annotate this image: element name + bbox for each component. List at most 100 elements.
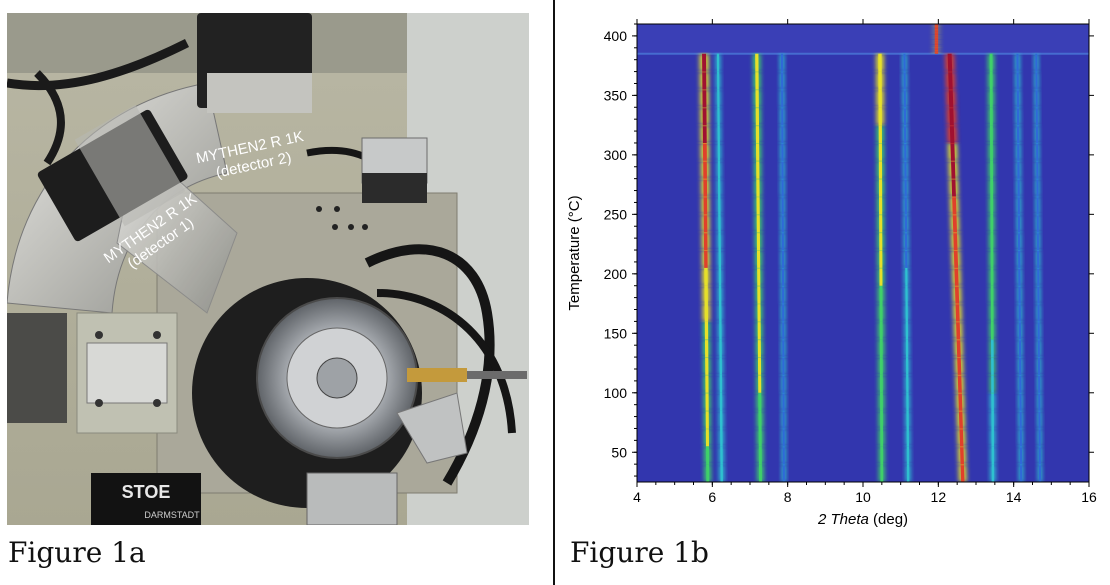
peak-6-core — [957, 357, 962, 375]
peak-10-core — [934, 32, 939, 34]
peak-3-core — [781, 71, 784, 90]
peak-3-core — [781, 267, 785, 286]
peak-9-core — [1035, 125, 1039, 143]
peak-7-core — [991, 339, 994, 358]
peak-7-core — [991, 374, 994, 393]
peak-2-core — [756, 196, 760, 215]
peak-6-core — [960, 464, 965, 482]
peak-7-core — [991, 446, 995, 465]
peak-3-core — [782, 410, 785, 429]
peak-7-core — [989, 107, 993, 126]
peak-8-core — [1018, 250, 1021, 268]
peak-6-core — [957, 374, 962, 393]
peak-2-core — [757, 267, 761, 286]
peak-6-core — [949, 125, 955, 143]
peak-1-core — [718, 267, 722, 286]
peak-0-core — [705, 410, 709, 429]
y-tick-label: 200 — [604, 266, 628, 282]
peak-3-core — [782, 321, 785, 340]
peak-7-core — [990, 214, 994, 233]
peak-9-core — [1037, 267, 1040, 286]
peak-5-core — [905, 285, 908, 304]
peak-3-core — [781, 196, 784, 215]
peak-10-core — [934, 27, 939, 29]
peak-9-core — [1035, 89, 1038, 108]
peak-8-core — [1016, 125, 1020, 143]
peak-0-core — [703, 196, 708, 215]
peak-10-core — [934, 36, 939, 38]
peak-4-core — [878, 107, 882, 126]
peak-1-core — [717, 89, 720, 108]
peak-7-core — [991, 392, 994, 411]
peak-8-core — [1018, 321, 1022, 340]
peak-5-core — [905, 250, 908, 268]
peak-4-core — [880, 410, 883, 429]
peak-4-core — [878, 89, 882, 108]
diffractometer-illustration: MYTHEN2 R 1K (detector 1) MYTHEN2 R 1K (… — [7, 13, 529, 525]
peak-6-core — [954, 267, 959, 286]
peak-6-core — [951, 178, 956, 197]
peak-5-core — [905, 267, 908, 286]
peak-5-core — [906, 392, 909, 411]
x-axis-label-italic: 2 Theta — [817, 511, 869, 528]
x-tick-label: 16 — [1081, 489, 1097, 505]
peak-5-core — [904, 232, 908, 251]
peak-10-core — [934, 25, 939, 27]
peak-9-core — [1037, 285, 1040, 304]
peak-4-core — [878, 53, 882, 72]
peak-6-core — [953, 250, 959, 268]
peak-7-core — [991, 428, 995, 447]
peak-10-core — [934, 28, 939, 31]
peak-3-core — [782, 357, 785, 375]
peak-1-core — [719, 374, 723, 393]
peak-7-core — [989, 125, 993, 143]
peak-1-core — [720, 464, 723, 482]
peak-4-core — [878, 178, 883, 197]
peak-9-core — [1036, 196, 1039, 215]
peak-2-core — [757, 339, 761, 358]
peak-1-core — [717, 71, 720, 90]
peak-10-core — [934, 31, 939, 33]
peak-3-core — [782, 374, 785, 393]
peak-0-core — [702, 107, 707, 126]
peak-0-core — [703, 232, 708, 251]
peak-8-core — [1019, 446, 1023, 465]
peak-8-core — [1019, 428, 1022, 447]
peak-10-core — [934, 43, 939, 46]
peak-1-core — [719, 410, 723, 429]
peak-6-core — [954, 285, 960, 304]
peak-2-core — [757, 285, 761, 304]
peak-9-core — [1037, 250, 1040, 268]
peak-1-core — [717, 160, 721, 179]
peak-1-core — [717, 107, 720, 126]
peak-2-core — [758, 374, 762, 393]
x-axis-label-unit: (deg) — [869, 511, 908, 528]
peak-0-core — [706, 446, 710, 465]
peak-5-core — [903, 71, 906, 90]
peak-4-core — [879, 267, 883, 286]
peak-0-core — [705, 357, 709, 375]
y-tick-label: 300 — [604, 147, 628, 163]
peak-6-core — [958, 410, 963, 429]
peak-1-core — [718, 196, 721, 215]
peak-10-core — [934, 26, 939, 28]
peak-9-core — [1035, 107, 1038, 126]
peak-6-core — [951, 160, 956, 179]
x-axis-label: 2 Theta (deg) — [817, 511, 908, 528]
peak-0-core — [706, 464, 710, 482]
peak-9-core — [1037, 339, 1040, 358]
peak-7-core — [991, 357, 994, 375]
peak-5-core — [904, 214, 908, 233]
peak-5-core — [903, 125, 907, 143]
peak-2-core — [757, 303, 761, 322]
peak-3-core — [781, 232, 784, 251]
peak-5-core — [906, 446, 910, 465]
peak-7-core — [991, 410, 994, 429]
peak-5-core — [906, 410, 909, 429]
peak-10-core — [934, 33, 939, 36]
panel-divider — [553, 0, 555, 585]
peak-2-core — [755, 53, 759, 72]
peak-2-core — [757, 357, 762, 375]
y-axis-label: Temperature (°C) — [566, 195, 583, 310]
peak-7-core — [989, 89, 993, 108]
